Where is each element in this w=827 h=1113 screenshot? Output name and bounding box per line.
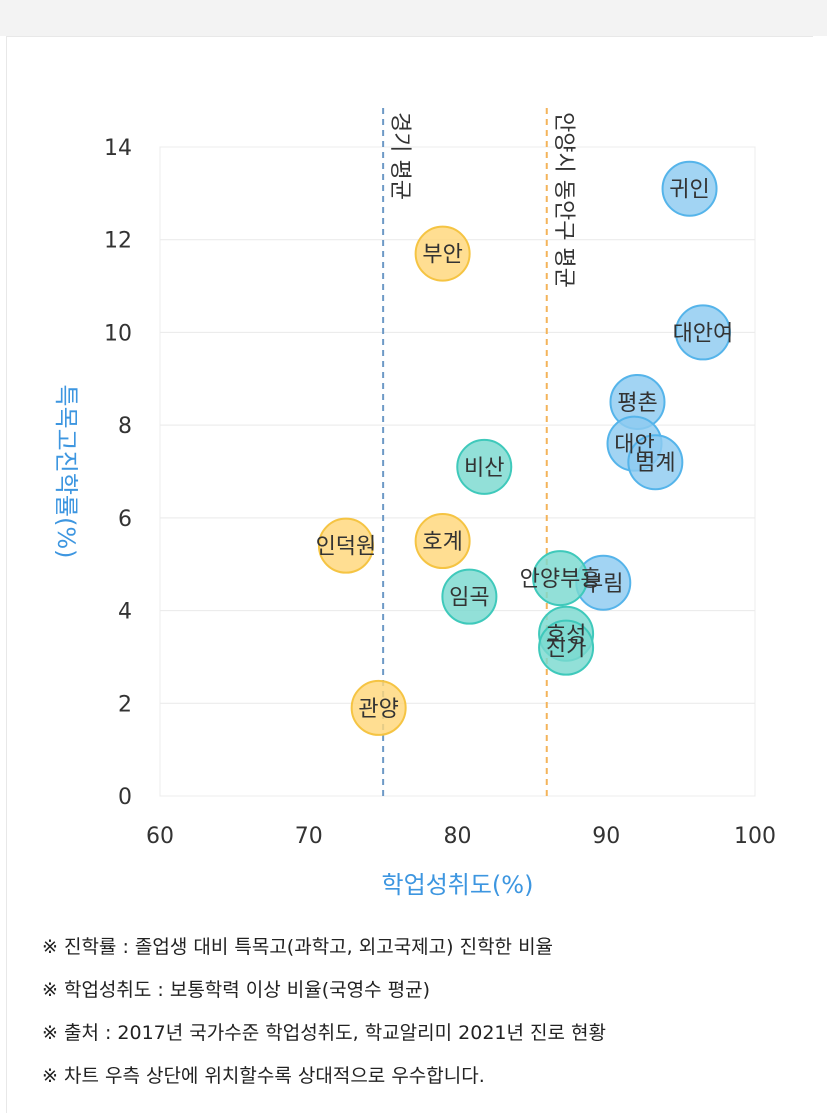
data-point [441, 568, 498, 625]
reference-line-label: 안양시 동안구 평균 [551, 112, 576, 288]
x-tick-label: 70 [295, 824, 323, 849]
data-point-label: 부림 [583, 572, 623, 597]
reference-line-label: 경기 평균 [387, 112, 412, 200]
data-point-label: 대안 [614, 433, 654, 458]
footnote-source: ※ 출처 : 2017년 국가수준 학업성취도, 학교알리미 2021년 진로 … [42, 1022, 606, 1044]
data-point-label: 평촌 [617, 391, 657, 416]
x-tick-label: 80 [444, 824, 472, 849]
data-point [627, 434, 684, 491]
plot-border [159, 146, 756, 797]
y-tick-label: 8 [118, 414, 132, 439]
footnote-achievement-definition: ※ 학업성취도 : 보통학력 이상 비율(국영수 평균) [42, 979, 431, 1001]
data-point-label: 부안 [422, 243, 462, 268]
scatter-chart: 0 2 4 6 8 10 12 14 60 70 80 90 100 학업성취도(%) 특목고진학률(%) 경… [52, 108, 776, 899]
y-tick-label: 6 [118, 507, 132, 532]
y-tick-label: 4 [118, 600, 132, 625]
y-tick-label: 2 [118, 692, 132, 717]
x-tick-label: 60 [146, 824, 174, 849]
data-point [532, 550, 589, 607]
y-tick-label: 14 [104, 136, 132, 161]
data-point-label: 임곡 [449, 586, 489, 611]
x-tick-label: 90 [592, 824, 620, 849]
footnotes: ※ 진학률 : 졸업생 대비 특목고(과학고, 외고국제고) 진학한 비율 ※ … [42, 932, 812, 1104]
data-point [456, 438, 513, 495]
data-point-label: 범계 [635, 451, 675, 476]
data-point-label: 관양 [358, 697, 398, 722]
y-axis-title: 특목고진학률(%) [52, 384, 80, 558]
data-point-label: 진가 [546, 637, 586, 662]
x-axis-title: 학업성취도(%) [382, 871, 534, 899]
data-point-label: 비산 [464, 456, 504, 481]
y-tick-label: 12 [104, 229, 132, 254]
data-point-label: 안양부흥 [520, 567, 601, 592]
y-tick-label: 10 [104, 321, 132, 346]
footnote-rate-definition: ※ 진학률 : 졸업생 대비 특목고(과학고, 외고국제고) 진학한 비율 [42, 936, 554, 958]
data-point-label: 귀인 [669, 178, 709, 203]
x-tick-label: 100 [734, 824, 776, 849]
footnote-interpretation: ※ 차트 우측 상단에 위치할수록 상대적으로 우수합니다. [42, 1065, 485, 1087]
data-point-label: 대안여 [673, 321, 734, 346]
data-point [414, 225, 471, 282]
top-band [0, 0, 827, 36]
chart-card [6, 36, 813, 1113]
data-point [661, 160, 718, 217]
data-point [317, 517, 374, 574]
data-point [414, 513, 471, 570]
data-point [674, 304, 731, 361]
data-point-label: 인덕원 [316, 535, 377, 560]
data-point-label: 호성 [546, 623, 586, 648]
data-point [350, 679, 407, 736]
data-point [538, 619, 595, 676]
y-tick-label: 0 [118, 785, 132, 810]
data-point-label: 호계 [422, 530, 462, 555]
